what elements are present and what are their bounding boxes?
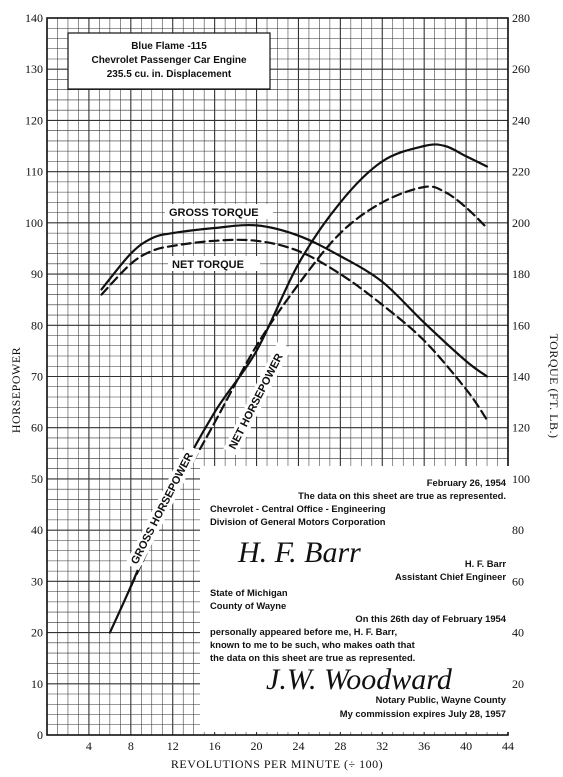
signature-woodward: J.W. Woodward [266, 663, 453, 696]
x-tick-label: 24 [292, 739, 304, 753]
certificate-line: County of Wayne [210, 600, 286, 611]
gross-torque-label-bg [165, 204, 273, 219]
y-left-tick-label: 30 [31, 574, 43, 588]
y-right-tick-label: 40 [512, 626, 524, 640]
series-line-gross-torque [100, 223, 489, 378]
x-tick-label: 20 [251, 739, 263, 753]
y-right-tick-label: 200 [512, 216, 530, 230]
certificate-line: Chevrolet - Central Office - Engineering [210, 503, 386, 514]
certificate-line: Division of General Motors Corporation [210, 516, 386, 527]
certificate-line: State of Michigan [210, 587, 288, 598]
certificate-signer-title: Assistant Chief Engineer [395, 571, 506, 582]
y-left-tick-label: 10 [31, 677, 43, 691]
certificate-line: On this 26th day of February 1954 [355, 613, 506, 624]
certificate-line: known to me to be such, who makes oath t… [210, 639, 415, 650]
certificate-date: February 26, 1954 [427, 477, 507, 488]
y-left-tick-label: 0 [37, 728, 43, 742]
certificate-box: February 26, 1954 The data on this sheet… [200, 466, 511, 732]
title-line-2: Chevrolet Passenger Car Engine [91, 55, 246, 66]
y-left-tick-label: 120 [25, 113, 43, 127]
x-tick-label: 44 [502, 739, 514, 753]
x-tick-label: 4 [86, 739, 92, 753]
y-axis-right-title: TORQUE (FT. LB.) [547, 334, 561, 439]
net-hp-label-group: NET HORSEPOWER [223, 341, 292, 456]
x-axis-title: REVOLUTIONS PER MINUTE (÷ 100) [171, 757, 383, 771]
certificate-line: the data on this sheet are true as repre… [210, 652, 415, 663]
y-left-tick-label: 50 [31, 472, 43, 486]
chart-frame [46, 17, 509, 736]
x-tick-label: 8 [128, 739, 134, 753]
y-right-tick-label: 140 [512, 370, 530, 384]
y-right-tick-label: 220 [512, 165, 530, 179]
certificate-commission: My commission expires July 28, 1957 [340, 708, 506, 719]
y-right-tick-label: 160 [512, 318, 530, 332]
series-line-net-torque [100, 238, 489, 422]
y-left-tick-label: 60 [31, 421, 43, 435]
y-axis-left-title: HORSEPOWER [9, 347, 23, 433]
y-left-tick-label: 40 [31, 523, 43, 537]
net-torque-label: NET TORQUE [172, 259, 244, 271]
y-right-tick-label: 180 [512, 267, 530, 281]
x-tick-label: 40 [460, 739, 472, 753]
net-torque-label-bg [168, 256, 260, 271]
chart-title-box: Blue Flame -115 Chevrolet Passenger Car … [67, 32, 271, 90]
y-right-tick-label: 120 [512, 421, 530, 435]
x-tick-label: 16 [209, 739, 221, 753]
y-left-tick-label: 80 [31, 318, 43, 332]
title-line-3: 235.5 cu. in. Displacement [107, 69, 232, 80]
x-tick-label: 32 [376, 739, 388, 753]
y-right-tick-label: 280 [512, 11, 530, 25]
certificate-signer-name: H. F. Barr [465, 558, 507, 569]
y-left-tick-label: 70 [31, 370, 43, 384]
plot-border [46, 17, 509, 736]
y-right-tick-label: 60 [512, 574, 524, 588]
x-tick-label: 36 [418, 739, 430, 753]
y-right-tick-label: 80 [512, 523, 524, 537]
y-right-tick-label: 100 [512, 472, 530, 486]
x-tick-label: 28 [334, 739, 346, 753]
gross-hp-label-bg [125, 444, 200, 571]
title-line-1: Blue Flame -115 [131, 41, 207, 52]
signature-barr: H. F. Barr [237, 536, 361, 569]
y-left-tick-label: 20 [31, 626, 43, 640]
axis-ticks: 4 8 12 16 20 24 28 32 36 40 44 0 10 20 30 40 50 60 70 80 90 1… [25, 11, 530, 753]
net-hp-label-bg [223, 341, 292, 456]
y-left-tick-label: 140 [25, 11, 43, 25]
y-right-tick-label: 260 [512, 62, 530, 76]
certificate-line: The data on this sheet are true as repre… [298, 490, 506, 501]
y-right-tick-label: 20 [512, 677, 524, 691]
y-left-tick-label: 130 [25, 62, 43, 76]
certificate-line: personally appeared before me, H. F. Bar… [210, 626, 397, 637]
y-left-tick-label: 90 [31, 267, 43, 281]
certificate-background [200, 466, 511, 732]
title-box-frame [67, 32, 271, 90]
y-left-tick-label: 110 [25, 165, 43, 179]
gross-torque-label: GROSS TORQUE [169, 207, 259, 219]
x-tick-label: 12 [167, 739, 179, 753]
y-right-tick-label: 240 [512, 113, 530, 127]
certificate-notary: Notary Public, Wayne County [376, 694, 507, 705]
y-left-tick-label: 100 [25, 216, 43, 230]
